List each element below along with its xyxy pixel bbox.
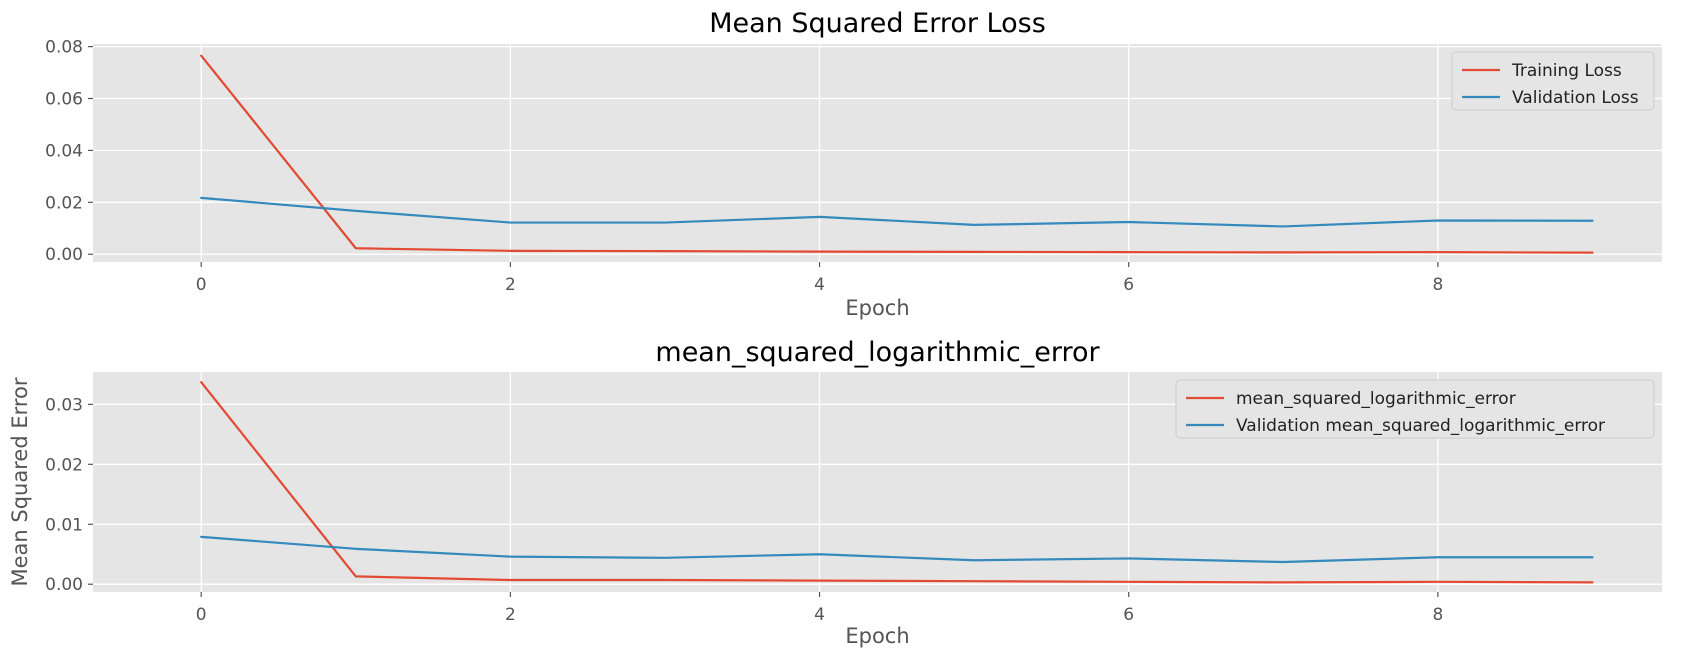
y-tick-label: 0.06	[45, 90, 83, 110]
x-tick-label: 8	[1432, 275, 1443, 295]
series-line-2	[200, 196, 1594, 228]
x-axis-label: Epoch	[845, 296, 909, 320]
y-tick-label: 0.08	[45, 38, 83, 58]
y-axis-label: Mean Squared Error	[8, 377, 32, 586]
chart-2: 0.00 0.01 0.02 0.03 0 2 4 6 8 mean_squared_logari…	[8, 337, 1662, 648]
series-line-2	[200, 535, 1594, 564]
series-line-1	[200, 54, 1594, 254]
x-tick-label: 8	[1432, 605, 1443, 625]
legend-box	[1175, 379, 1655, 439]
x-tick-label: 6	[1123, 605, 1134, 625]
y-tick-label: 0.01	[45, 515, 83, 535]
y-tick-label: 0.04	[45, 141, 83, 161]
series-line-1	[200, 381, 1594, 584]
y-tick-label: 0.00	[45, 575, 83, 595]
legend-box	[1451, 51, 1655, 111]
x-tick-label: 2	[505, 605, 516, 625]
x-tick-label: 4	[814, 605, 825, 625]
chart-title: mean_squared_logarithmic_error	[655, 337, 1100, 368]
plot-area	[93, 44, 1662, 262]
x-tick-label: 4	[814, 275, 825, 295]
y-tick-label: 0.02	[45, 455, 83, 475]
chart-1: 0.00 0.02 0.04 0.06 0.08 0 2 4 6 8 Mean Squared Er…	[45, 8, 1662, 320]
x-tick-label: 2	[505, 275, 516, 295]
legend-label: Training Loss	[1511, 61, 1622, 81]
legend-label: Validation mean_squared_logarithmic_erro…	[1236, 416, 1605, 436]
legend-label: mean_squared_logarithmic_error	[1236, 389, 1516, 409]
y-tick-label: 0.00	[45, 245, 83, 265]
legend-label: Validation Loss	[1512, 88, 1639, 108]
x-axis-label: Epoch	[845, 624, 909, 648]
y-tick-label: 0.02	[45, 193, 83, 213]
x-tick-label: 6	[1123, 275, 1134, 295]
x-tick-label: 0	[196, 275, 207, 295]
y-tick-label: 0.03	[45, 395, 83, 415]
x-tick-label: 0	[196, 605, 207, 625]
chart-title: Mean Squared Error Loss	[709, 8, 1046, 39]
